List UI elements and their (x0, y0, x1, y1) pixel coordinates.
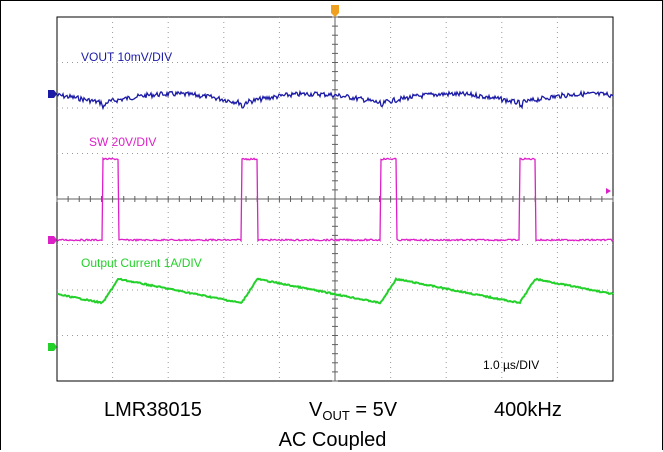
vout-subscript: OUT (322, 408, 350, 423)
channel-ground-marker (48, 236, 57, 244)
vout-caption: VOUT = 5V (309, 399, 397, 423)
series-sw-trace (56, 156, 614, 243)
vout-value: = 5V (349, 399, 398, 421)
series-label-1: SW 20V/DIV (89, 135, 156, 149)
oscilloscope-capture: VOUT 10mV/DIV SW 20V/DIV Output Current 1A… (48, 5, 614, 382)
series-label-0: VOUT 10mV/DIV (81, 50, 172, 64)
series-current-trace (57, 276, 614, 305)
channel-ground-marker (48, 90, 57, 98)
vout-symbol: V (309, 399, 323, 421)
trigger-position-marker (331, 5, 339, 17)
trigger-level-marker (606, 188, 611, 194)
device-caption: LMR38015 (104, 399, 202, 421)
timebase-readout: 1.0 µs/DIV (483, 358, 539, 372)
series-vout-trace (56, 89, 614, 111)
series-label-2: Output Current 1A/DIV (81, 256, 202, 270)
channel-ground-marker (48, 343, 57, 351)
coupling-caption: AC Coupled (278, 429, 387, 451)
grid (56, 16, 614, 382)
frequency-caption: 400kHz (494, 399, 562, 421)
